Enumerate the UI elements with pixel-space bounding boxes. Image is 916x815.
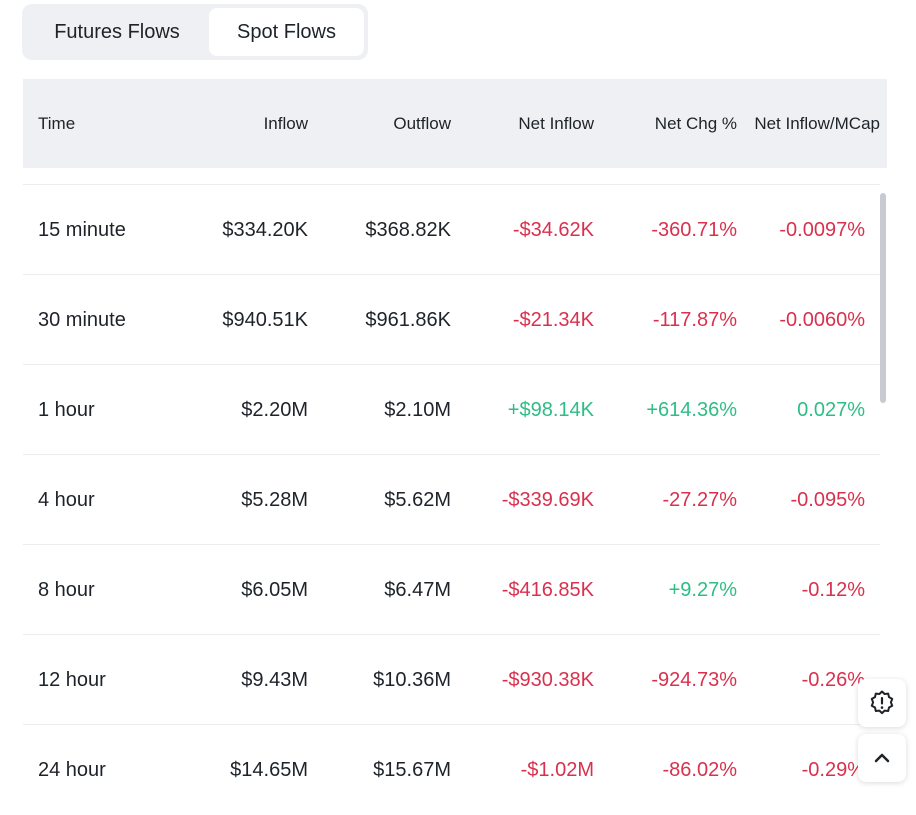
- cell-time: 4 hour: [38, 489, 95, 511]
- feedback-button[interactable]: [858, 679, 906, 727]
- header-time: Time: [38, 114, 76, 133]
- cell-net-inflow-mcap: -0.26%: [801, 669, 865, 691]
- cell-net-chg: -27.27%: [662, 489, 738, 511]
- cell-time: 1 hour: [38, 399, 95, 421]
- table-header: Time Inflow Outflow Net Inflow Net Chg %…: [23, 79, 887, 168]
- table-row: 15 minute $334.20K $368.82K -$34.62K -36…: [23, 184, 880, 274]
- cell-net-inflow: -$34.62K: [512, 219, 594, 241]
- cell-inflow: $5.28M: [241, 489, 308, 511]
- cell-net-inflow: -$1.02M: [520, 759, 594, 781]
- cell-outflow: $10.36M: [373, 669, 451, 691]
- tab-spot-flows[interactable]: Spot Flows: [209, 8, 364, 56]
- cell-net-chg: -360.71%: [651, 219, 737, 241]
- table-row: 8 hour $6.05M $6.47M -$416.85K +9.27% -0…: [23, 544, 880, 634]
- cell-outflow: $2.10M: [384, 399, 451, 421]
- cell-inflow: $9.43M: [241, 669, 308, 691]
- cell-inflow: $940.51K: [222, 309, 308, 331]
- cell-outflow: $5.62M: [384, 489, 451, 511]
- cell-net-inflow: -$21.34K: [512, 309, 594, 331]
- table-row: 30 minute $940.51K $961.86K -$21.34K -11…: [23, 274, 880, 364]
- tab-futures-flows[interactable]: Futures Flows: [54, 21, 180, 43]
- cell-outflow: $15.67M: [373, 759, 451, 781]
- header-inflow: Inflow: [263, 114, 308, 133]
- cell-net-inflow-mcap: -0.0060%: [779, 309, 865, 331]
- cell-net-chg: +614.36%: [646, 399, 737, 421]
- cell-net-inflow: -$930.38K: [501, 669, 594, 691]
- chevron-up-icon: [874, 753, 890, 763]
- cell-inflow: $334.20K: [222, 219, 308, 241]
- scroll-to-top-button[interactable]: [858, 734, 906, 782]
- header-outflow: Outflow: [393, 114, 451, 133]
- cell-net-chg: +9.27%: [668, 579, 737, 601]
- cell-inflow: $6.05M: [241, 579, 308, 601]
- cell-time: 15 minute: [38, 219, 126, 241]
- cell-net-inflow-mcap: -0.0097%: [779, 219, 865, 241]
- cell-net-inflow: -$339.69K: [501, 489, 594, 511]
- cell-net-inflow: +$98.14K: [507, 399, 594, 421]
- table-row: 24 hour $14.65M $15.67M -$1.02M -86.02% …: [23, 724, 880, 814]
- table-body: 15 minute $334.20K $368.82K -$34.62K -36…: [23, 184, 880, 814]
- cell-net-inflow-mcap: -0.095%: [790, 489, 866, 511]
- cell-net-inflow-mcap: -0.29%: [801, 759, 865, 781]
- flow-type-tabs: Futures Flows Spot Flows: [22, 4, 368, 60]
- cell-net-chg: -117.87%: [652, 309, 737, 331]
- cell-time: 24 hour: [38, 759, 106, 781]
- cell-inflow: $2.20M: [241, 399, 308, 421]
- cell-net-inflow: -$416.85K: [501, 579, 594, 601]
- cell-outflow: $368.82K: [365, 219, 451, 241]
- cell-outflow: $961.86K: [365, 309, 451, 331]
- cell-time: 30 minute: [38, 309, 126, 331]
- cell-net-chg: -86.02%: [662, 759, 738, 781]
- header-net-chg: Net Chg %: [654, 114, 737, 133]
- header-net-inflow-mcap: Net Inflow/MCap: [754, 114, 880, 133]
- table-row: 12 hour $9.43M $10.36M -$930.38K -924.73…: [23, 634, 880, 724]
- header-net-inflow: Net Inflow: [518, 114, 594, 133]
- table-row: 4 hour $5.28M $5.62M -$339.69K -27.27% -…: [23, 454, 880, 544]
- cell-net-inflow-mcap: 0.027%: [797, 399, 865, 421]
- cell-time: 8 hour: [38, 579, 95, 601]
- cell-net-inflow-mcap: -0.12%: [801, 579, 865, 601]
- settings-badge-exclamation-icon: [870, 690, 894, 715]
- table-row: 1 hour $2.20M $2.10M +$98.14K +614.36% 0…: [23, 364, 880, 454]
- cell-time: 12 hour: [38, 669, 106, 691]
- cell-outflow: $6.47M: [384, 579, 451, 601]
- cell-net-chg: -924.73%: [651, 669, 737, 691]
- cell-inflow: $14.65M: [230, 759, 308, 781]
- table-scrollbar[interactable]: [880, 193, 886, 403]
